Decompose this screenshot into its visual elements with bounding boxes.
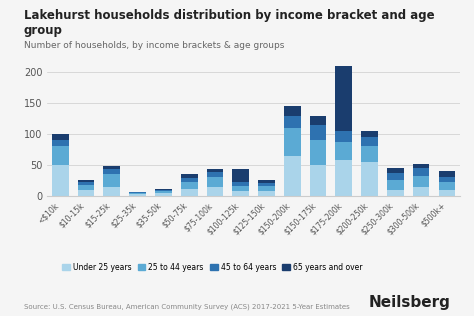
Bar: [103, 166, 120, 169]
Bar: [155, 189, 172, 190]
Bar: [413, 168, 429, 175]
Text: Lakehurst households distribution by income bracket and age group: Lakehurst households distribution by inc…: [24, 9, 434, 38]
Bar: [361, 137, 378, 146]
Bar: [52, 165, 69, 196]
Bar: [78, 180, 94, 182]
Bar: [52, 140, 69, 146]
Bar: [103, 169, 120, 174]
Bar: [232, 182, 249, 186]
Bar: [258, 191, 275, 196]
Bar: [232, 191, 249, 196]
Bar: [284, 128, 301, 156]
Bar: [361, 162, 378, 196]
Bar: [387, 168, 404, 173]
Bar: [336, 131, 352, 142]
Bar: [438, 177, 455, 182]
Bar: [438, 190, 455, 196]
Bar: [181, 174, 198, 178]
Bar: [361, 131, 378, 137]
Bar: [181, 189, 198, 196]
Bar: [310, 165, 327, 196]
Bar: [129, 194, 146, 196]
Bar: [129, 193, 146, 194]
Text: Number of households, by income brackets & age groups: Number of households, by income brackets…: [24, 41, 284, 50]
Bar: [310, 116, 327, 125]
Bar: [129, 192, 146, 193]
Bar: [207, 169, 223, 173]
Bar: [310, 125, 327, 140]
Text: Neilsberg: Neilsberg: [368, 295, 450, 310]
Bar: [78, 190, 94, 196]
Bar: [438, 182, 455, 190]
Bar: [155, 191, 172, 193]
Legend: Under 25 years, 25 to 44 years, 45 to 64 years, 65 years and over: Under 25 years, 25 to 44 years, 45 to 64…: [59, 259, 365, 275]
Bar: [387, 190, 404, 196]
Bar: [258, 180, 275, 183]
Bar: [155, 190, 172, 191]
Bar: [413, 187, 429, 196]
Bar: [155, 193, 172, 196]
Bar: [258, 183, 275, 186]
Bar: [103, 187, 120, 196]
Bar: [284, 116, 301, 128]
Bar: [232, 169, 249, 182]
Bar: [284, 156, 301, 196]
Bar: [181, 182, 198, 189]
Bar: [78, 185, 94, 190]
Bar: [361, 146, 378, 162]
Bar: [207, 173, 223, 177]
Bar: [336, 142, 352, 160]
Bar: [387, 180, 404, 190]
Bar: [78, 182, 94, 185]
Bar: [207, 187, 223, 196]
Bar: [336, 160, 352, 196]
Bar: [52, 146, 69, 165]
Bar: [258, 186, 275, 191]
Bar: [52, 134, 69, 140]
Text: Source: U.S. Census Bureau, American Community Survey (ACS) 2017-2021 5-Year Est: Source: U.S. Census Bureau, American Com…: [24, 303, 349, 310]
Bar: [413, 164, 429, 168]
Bar: [413, 175, 429, 187]
Bar: [438, 171, 455, 177]
Bar: [284, 106, 301, 116]
Bar: [387, 173, 404, 180]
Bar: [207, 177, 223, 187]
Bar: [310, 140, 327, 165]
Bar: [336, 66, 352, 131]
Bar: [103, 174, 120, 187]
Bar: [232, 186, 249, 191]
Bar: [181, 178, 198, 182]
